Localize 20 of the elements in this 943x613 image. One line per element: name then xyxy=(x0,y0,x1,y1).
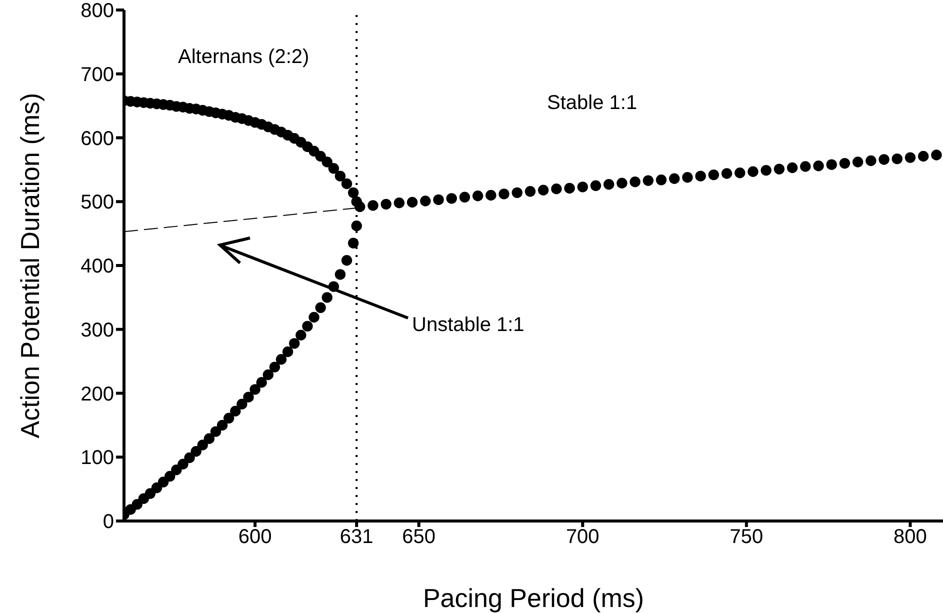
x-tick-label: 631 xyxy=(340,526,374,548)
y-tick-label: 500 xyxy=(80,192,114,214)
y-tick-label: 800 xyxy=(80,0,114,22)
y-tick-label: 200 xyxy=(80,383,114,406)
y-tick-label: 100 xyxy=(80,447,114,470)
y-tick-label: 300 xyxy=(80,319,114,342)
y-tick-label: 700 xyxy=(80,64,114,86)
x-axis-title: Pacing Period (ms) xyxy=(422,583,644,613)
y-tick-label: 400 xyxy=(80,256,114,278)
annotation: Unstable 1:1 xyxy=(412,314,524,337)
y-tick-label: 600 xyxy=(80,128,114,150)
x-tick-label: 800 xyxy=(894,526,927,548)
x-tick-label: 700 xyxy=(566,526,600,548)
x-tick-label: 650 xyxy=(402,526,436,548)
annotation: Stable 1:1 xyxy=(547,92,638,115)
x-tick-label: 600 xyxy=(238,526,272,548)
x-tick-label: 750 xyxy=(730,526,764,548)
y-axis-title: Action Potential Duration (ms) xyxy=(15,92,46,438)
annotation: Alternans (2:2) xyxy=(178,46,310,69)
y-tick-label: 0 xyxy=(102,511,114,534)
